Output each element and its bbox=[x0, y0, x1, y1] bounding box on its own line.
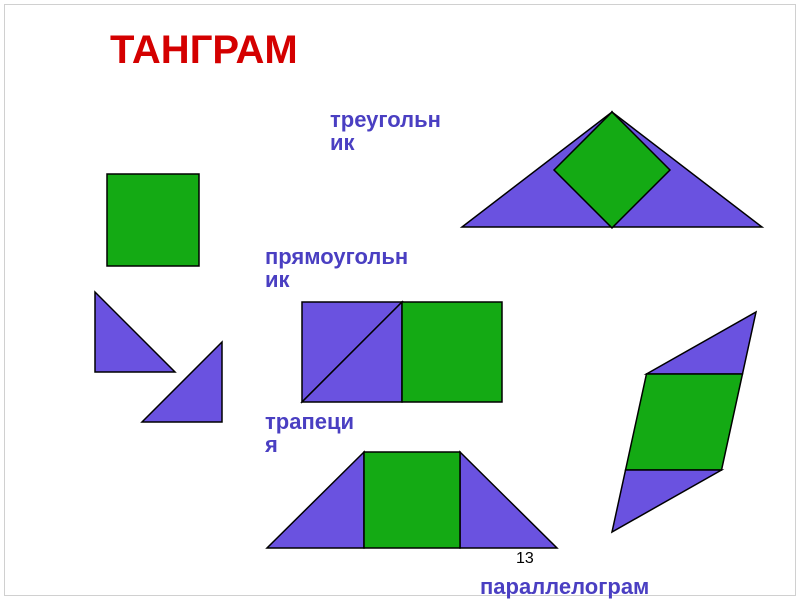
composite-rectangle bbox=[300, 300, 504, 404]
label-parallelogram: параллелограм bbox=[480, 575, 649, 598]
label-rectangle: прямоугольник bbox=[265, 245, 408, 291]
green-square-standalone bbox=[105, 172, 201, 268]
composite-trapezoid bbox=[265, 450, 559, 550]
page-number: 13 bbox=[516, 550, 534, 568]
label-triangle: треугольник bbox=[330, 108, 441, 154]
composite-parallelogram bbox=[610, 310, 758, 534]
small-triangle-br bbox=[140, 340, 224, 424]
page-title: ТАНГРАМ bbox=[110, 28, 298, 73]
composite-triangle bbox=[460, 110, 764, 229]
